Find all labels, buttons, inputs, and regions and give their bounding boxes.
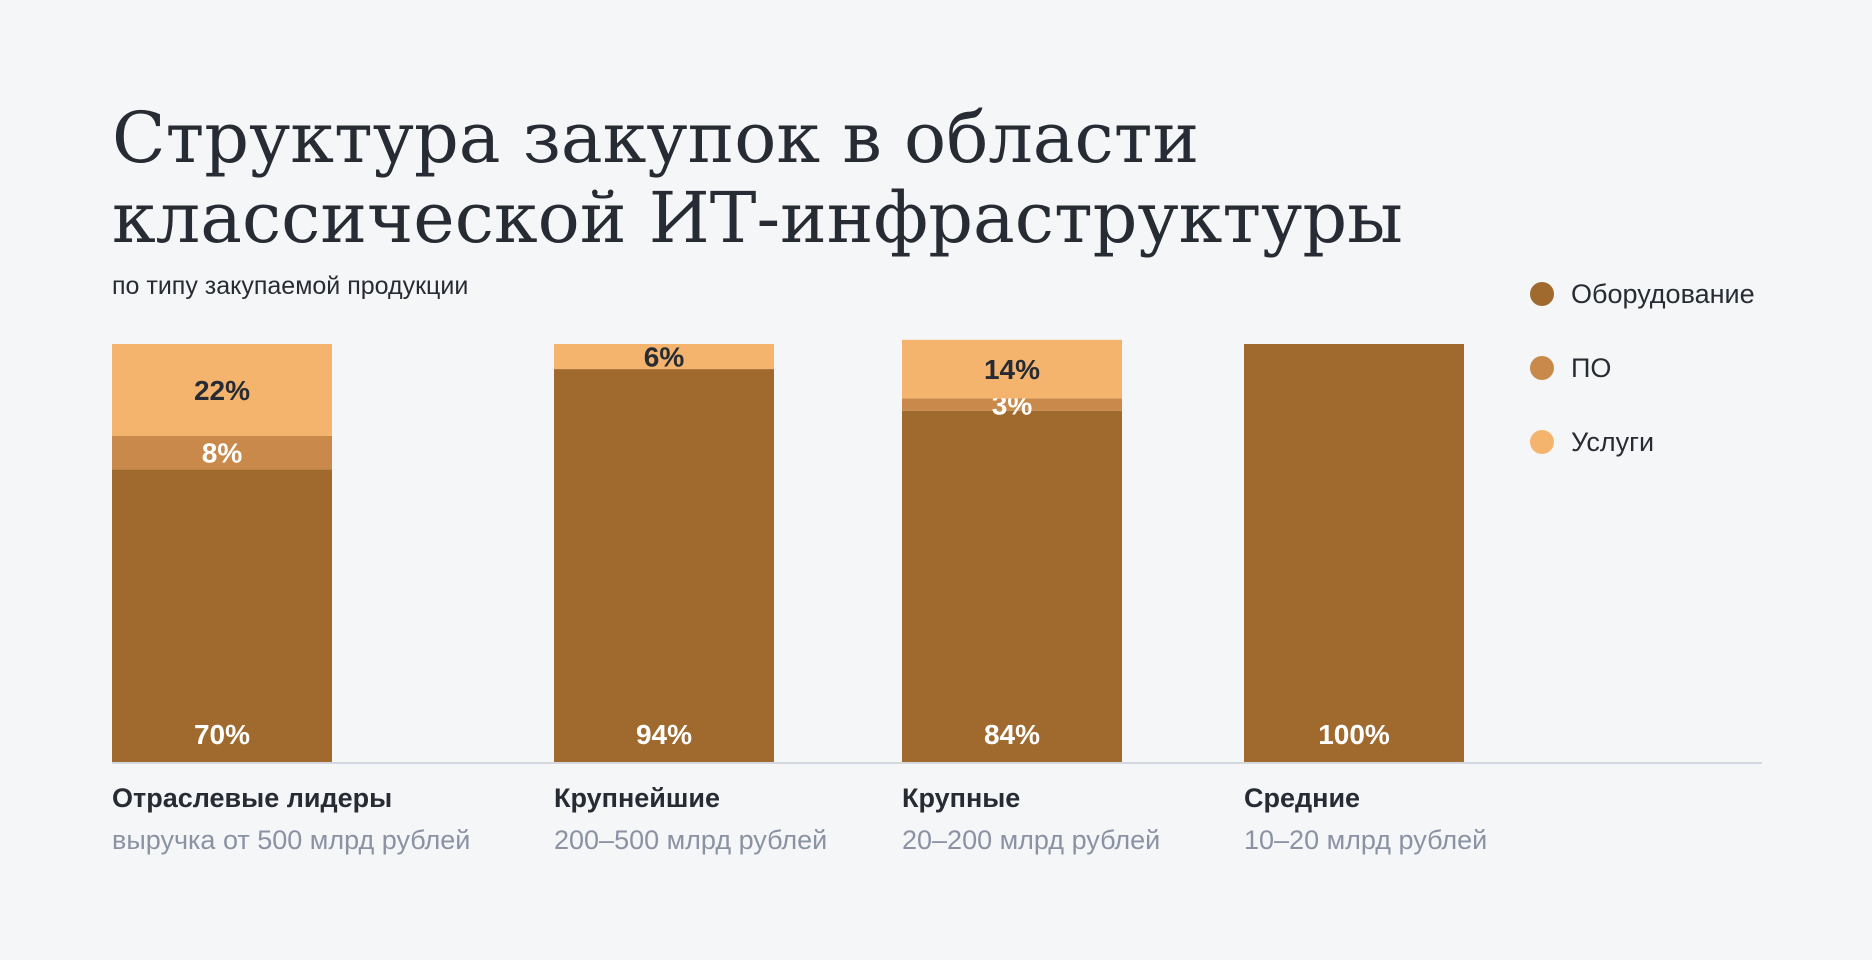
category-name: Отраслевые лидеры — [112, 783, 393, 813]
data-label-software: 8% — [202, 438, 243, 469]
legend-dot-services — [1530, 430, 1554, 454]
data-label-hardware: 84% — [984, 719, 1040, 750]
bar-segment-hardware — [902, 410, 1122, 762]
data-label-services: 6% — [644, 342, 685, 373]
bar-segment-services — [902, 339, 1122, 399]
title-line-1: Структура закупок в области — [112, 97, 1200, 179]
legend-dot-software — [1530, 356, 1554, 380]
bar-segment-hardware — [554, 369, 774, 762]
data-label-services: 14% — [984, 354, 1040, 385]
category-medium: Средние 10–20 млрд рублей — [1244, 780, 1487, 858]
bar-segment-hardware — [112, 469, 332, 762]
bar-segment-software — [902, 398, 1122, 411]
bar-segment-services — [112, 344, 332, 436]
category-revenue: 200–500 млрд рублей — [554, 825, 828, 855]
legend-label-software: ПО — [1571, 352, 1612, 383]
category-name: Средние — [1244, 783, 1361, 813]
category-name: Крупные — [902, 783, 1021, 813]
legend-item-software: ПО — [1530, 348, 1755, 388]
legend-label-hardware: Оборудование — [1571, 278, 1755, 309]
legend: Оборудование ПО Услуги — [1530, 274, 1755, 496]
data-label-hardware: 100% — [1318, 719, 1390, 750]
bar-segment-software — [112, 435, 332, 470]
legend-dot-hardware — [1530, 282, 1554, 306]
legend-label-services: Услуги — [1571, 426, 1655, 457]
category-largest: Крупнейшие 200–500 млрд рублей — [554, 780, 827, 858]
title-line-2: классической ИТ-инфраструктуры — [112, 177, 1403, 259]
bar-segment-hardware — [1244, 344, 1464, 762]
category-revenue: 10–20 млрд рублей — [1244, 825, 1488, 855]
category-revenue: 20–200 млрд рублей — [902, 825, 1161, 855]
legend-item-services: Услуги — [1530, 422, 1755, 462]
bar-segment-services — [554, 344, 774, 370]
category-leaders: Отраслевые лидеры выручка от 500 млрд ру… — [112, 780, 470, 858]
data-label-services: 22% — [194, 375, 250, 406]
category-revenue: выручка от 500 млрд рублей — [112, 825, 471, 855]
data-label-hardware: 94% — [636, 719, 692, 750]
category-large: Крупные 20–200 млрд рублей — [902, 780, 1160, 858]
category-name: Крупнейшие — [554, 783, 720, 813]
chart-subtitle: по типу закупаемой продукции — [112, 272, 469, 300]
legend-item-hardware: Оборудование — [1530, 274, 1755, 314]
chart-title: Структура закупок в области классической… — [112, 98, 1492, 258]
data-label-hardware: 70% — [194, 719, 250, 750]
